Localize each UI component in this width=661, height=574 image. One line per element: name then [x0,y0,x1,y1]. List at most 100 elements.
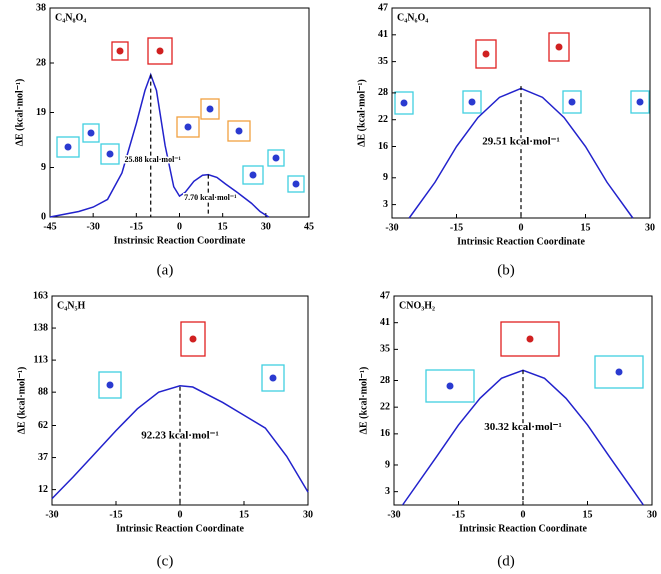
atom [206,105,214,113]
atom [272,154,280,162]
y-tick-label: 9 [383,172,388,183]
x-tick-label: 15 [218,221,228,232]
molecule-box [500,321,560,357]
molecule-box [562,90,582,114]
y-axis-label: ΔE (kcal·mol⁻¹) [14,79,25,147]
peak-label: 29.51 kcal·mol⁻¹ [482,136,560,148]
atom [292,180,300,188]
y-tick-label: 41 [380,317,390,328]
x-tick-label: 15 [583,509,593,520]
molecule-box [242,165,264,185]
y-tick-label: 3 [385,486,390,497]
y-tick-label: 47 [380,290,390,301]
peak-label: 30.32 kcal·mol⁻¹ [484,421,562,433]
y-tick-label: 38 [36,2,46,13]
y-tick-label: 41 [378,29,388,40]
x-tick-label: 30 [303,509,313,520]
x-tick-label: 0 [177,221,182,232]
x-tick-label: -15 [109,509,122,520]
x-axis-label: Intrinsic Reaction Coordinate [457,236,585,247]
molecule-box [425,369,475,403]
molecule-box [147,37,173,65]
molecule-box [394,91,414,115]
atom [526,335,534,343]
molecule-box [261,364,285,392]
y-tick-label: 9 [385,459,390,470]
y-tick-label: 22 [378,114,388,125]
molecule-box [82,123,100,143]
panel: 0 9 19 28 38 -45 -30 -15 0 15 30 45 Instrinsic React… [14,2,314,278]
x-tick-label: 15 [239,509,249,520]
peak-label: 7.70 kcal·mol⁻¹ [184,193,237,202]
panel-title: C₄N₅H [57,300,85,311]
molecule-box [176,116,200,138]
y-axis-label: ΔE (kcal·mol⁻¹) [356,79,367,147]
y-tick-label: 138 [33,322,48,333]
x-tick-label: -30 [86,221,99,232]
x-tick-label: -30 [387,509,400,520]
panel-title: C₄N₈O₄ [55,12,86,23]
atom [400,99,408,107]
peak-label: 25.88 kcal·mol⁻¹ [125,155,182,164]
y-tick-label: 35 [380,344,390,355]
molecule-box [227,120,251,142]
molecule-box [287,175,305,193]
y-tick-label: 47 [378,2,388,13]
molecule-box [100,143,120,165]
x-tick-label: -30 [385,222,398,233]
x-tick-label: -15 [130,221,143,232]
atom [116,47,124,55]
x-tick-label: -30 [45,509,58,520]
atom [235,127,243,135]
atom [189,335,197,343]
atom [249,171,257,179]
y-tick-label: 3 [383,199,388,210]
atom [555,43,563,51]
x-axis-label: Intrinsic Reaction Coordinate [116,523,244,534]
y-tick-label: 22 [380,401,390,412]
y-tick-label: 16 [378,141,388,152]
x-tick-label: 45 [304,221,314,232]
x-tick-label: 30 [645,222,655,233]
x-axis-label: Intrinsic Reaction Coordinate [459,523,587,534]
caption: (a) [157,262,174,278]
molecule-box [630,90,650,114]
atom [482,50,490,58]
y-axis-label: ΔE (kcal·mol⁻¹) [16,367,27,435]
panel: 3 9 16 22 28 35 41 47 -30 -15 0 15 30 Intrinsic React… [356,2,655,278]
molecule-box [548,32,570,62]
atom [64,143,72,151]
molecule-box [111,41,129,61]
y-tick-label: 16 [380,428,390,439]
molecule-box [267,149,285,167]
y-tick-label: 88 [38,386,48,397]
y-tick-label: 37 [38,452,48,463]
energy-curve [51,384,309,500]
x-tick-label: -15 [450,222,463,233]
atom [184,123,192,131]
atom [269,374,277,382]
y-tick-label: 0 [41,211,46,222]
y-tick-label: 163 [33,290,48,301]
panel-title: C₄N₆O₄ [397,12,428,23]
x-tick-label: 15 [581,222,591,233]
energy-curve [49,72,270,218]
molecule-box [56,136,80,158]
caption: (c) [157,553,174,569]
x-tick-label: 0 [178,509,183,520]
y-tick-label: 28 [380,375,390,386]
caption: (d) [497,553,515,569]
molecule-box [180,321,206,357]
x-tick-label: -15 [452,509,465,520]
molecule-box [200,98,220,120]
atom [636,98,644,106]
y-tick-label: 19 [36,107,46,118]
atom [468,98,476,106]
x-tick-label: 30 [261,221,271,232]
atom [87,129,95,137]
molecule-box [594,355,644,389]
molecule-box [475,39,497,69]
atom [615,368,623,376]
y-tick-label: 12 [38,484,48,495]
molecule-box [98,371,122,399]
